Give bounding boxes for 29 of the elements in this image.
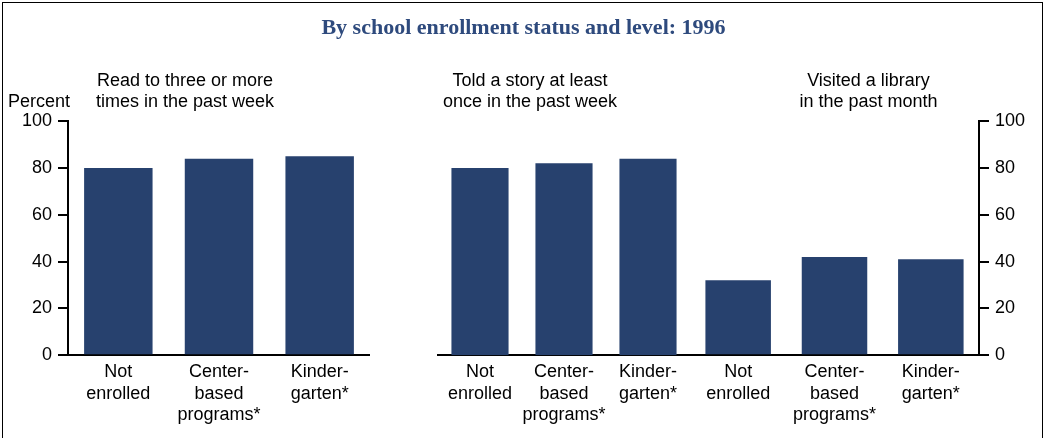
y-tick-label: 0 — [995, 344, 1006, 365]
chart-subtitle: Read to three or more times in the past week — [95, 69, 276, 112]
x-tick-label: Center- based programs* — [792, 360, 877, 425]
y-tick-label: 60 — [995, 203, 1016, 224]
y-tick-label: 20 — [31, 297, 52, 318]
y-tick-label: 100 — [995, 110, 1026, 131]
y-tick-label: 40 — [995, 250, 1016, 271]
chart-subtitle: Visited a library in the past month — [799, 69, 938, 112]
y-tick-label: 80 — [995, 156, 1016, 177]
bar — [898, 259, 964, 355]
y-tick-label: 100 — [21, 110, 52, 131]
y-tick-label: 80 — [31, 156, 52, 177]
y-tick-label: 60 — [31, 203, 52, 224]
y-tick-label: 40 — [31, 250, 52, 271]
x-tick-label: Center- based programs* — [177, 360, 261, 425]
y-tick-label: 20 — [995, 297, 1016, 318]
y-axis-title: Percent — [8, 91, 71, 112]
x-tick-label: Not enrolled — [447, 360, 513, 403]
bar — [801, 256, 868, 355]
bar — [705, 280, 771, 355]
x-tick-label: Center- based programs* — [522, 360, 606, 425]
chart-subtitle: Told a story at least once in the past week — [442, 69, 619, 112]
chart-title: By school enrollment status and level: 1996 — [320, 14, 727, 40]
x-tick-label: Not enrolled — [86, 360, 151, 403]
x-tick-label: Kinder- garten* — [901, 360, 960, 403]
y-tick-label: 0 — [41, 344, 52, 365]
x-tick-label: Not enrolled — [706, 360, 771, 403]
x-tick-label: Kinder- garten* — [618, 360, 678, 403]
x-tick-label: Kinder- garten* — [290, 360, 349, 403]
